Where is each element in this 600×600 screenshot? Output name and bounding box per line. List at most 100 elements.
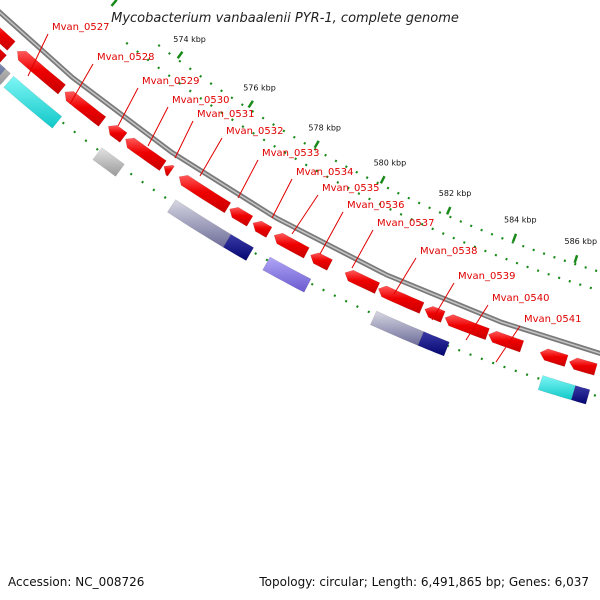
tick-dot [344, 165, 348, 169]
tick-dot [313, 147, 317, 151]
label-leader [351, 229, 374, 269]
tick-dot [254, 252, 258, 256]
cds-arrow [178, 174, 232, 214]
tick-dot [136, 50, 139, 54]
tick-dot [333, 294, 337, 298]
tick-dot [553, 255, 556, 259]
tick-dot [322, 288, 325, 292]
tick-dot [199, 74, 203, 78]
tick-dot [310, 282, 314, 286]
feature-block [570, 385, 591, 405]
gene-label: Mvan_0541 [524, 314, 581, 325]
gene-label: Mvan_0533 [262, 148, 319, 159]
tick-dot [480, 357, 484, 361]
tick-dot [188, 67, 192, 71]
gene-label: Mvan_0530 [172, 95, 229, 106]
tick-dot [209, 82, 213, 86]
label-leader [465, 304, 489, 341]
gene-label: Mvan_0532 [226, 126, 283, 137]
scale-label: 584 kbp [504, 216, 537, 225]
feature-block [92, 147, 125, 177]
tick-dot [557, 276, 561, 280]
tick-dot [469, 353, 472, 356]
tick-dot [378, 202, 382, 206]
gene-label: Mvan_0527 [52, 22, 109, 33]
scale-label: 578 kbp [308, 124, 341, 133]
cds-arrow [444, 314, 490, 341]
tick-dot [511, 240, 515, 244]
scale-label: 574 kbp [173, 35, 206, 44]
tick-dot [240, 103, 244, 107]
cds-arrow [310, 252, 333, 271]
tick-dot [157, 66, 161, 70]
label-leader [495, 325, 521, 363]
tick-dot [357, 192, 361, 196]
tick-dot [505, 257, 508, 261]
tick-dot [141, 180, 145, 184]
tick-dot [449, 215, 452, 219]
tick-dot [452, 236, 456, 240]
tick-dot [532, 248, 535, 252]
tick-dot [355, 170, 359, 174]
tick-dot [578, 283, 582, 287]
tick-dot [389, 207, 392, 211]
cds-arrow [17, 50, 66, 95]
tick-dot [420, 222, 424, 226]
tick-dot [584, 266, 587, 269]
cds-arrow [64, 91, 107, 127]
tick-dot [594, 269, 598, 273]
tick-dot [152, 188, 156, 192]
tick-dot [324, 153, 327, 157]
tick-dot [325, 175, 329, 179]
tick-dot [167, 74, 171, 78]
tick-dot [459, 220, 463, 223]
tick-dot [589, 286, 593, 290]
label-leader [69, 63, 94, 105]
gene-label: Mvan_0528 [97, 52, 154, 63]
major-tick [379, 175, 386, 184]
tick-dot [262, 138, 266, 142]
tick-dot [73, 130, 77, 134]
tick-dot [84, 139, 88, 143]
tick-dot [515, 261, 519, 265]
tick-dot [490, 232, 494, 236]
tick-dot [473, 245, 477, 249]
cds-arrow [273, 232, 310, 259]
tick-dot [368, 197, 371, 201]
scale-label: 586 kbp [564, 237, 597, 246]
cds-arrow [488, 330, 525, 353]
tick-dot [292, 135, 296, 139]
tick-dot [399, 212, 403, 216]
genome-backbone [0, 9, 600, 356]
genome-backbone-highlight [0, 11, 600, 355]
tick-dot [407, 196, 411, 200]
tick-dot [367, 310, 371, 314]
tick-dot [525, 373, 529, 377]
feature-block [417, 331, 450, 357]
tick-dot [501, 236, 504, 240]
tick-dot [573, 262, 577, 266]
cds-arrow [568, 357, 598, 376]
label-leader [27, 33, 49, 77]
major-tick [445, 206, 452, 215]
tick-dot [199, 96, 203, 100]
cds-arrow [108, 125, 128, 143]
tick-dot [396, 191, 400, 195]
tick-dot [521, 244, 525, 248]
map-title: Mycobacterium vanbaalenii PYR-1, complet… [111, 11, 459, 26]
tick-dot [304, 163, 308, 167]
tick-dot [241, 125, 245, 129]
tick-dot [95, 147, 99, 151]
tick-dot [457, 348, 461, 352]
tick-dot [376, 181, 379, 185]
tick-dot [494, 253, 498, 257]
tick-dot [282, 129, 286, 133]
major-tick [176, 51, 184, 59]
tick-dot [336, 181, 340, 184]
tick-dot [252, 131, 255, 135]
tick-dot [537, 376, 540, 380]
tick-dot [536, 269, 540, 273]
cds-arrow [0, 27, 16, 51]
scale-label: 576 kbp [243, 84, 276, 93]
tick-dot [178, 81, 182, 85]
